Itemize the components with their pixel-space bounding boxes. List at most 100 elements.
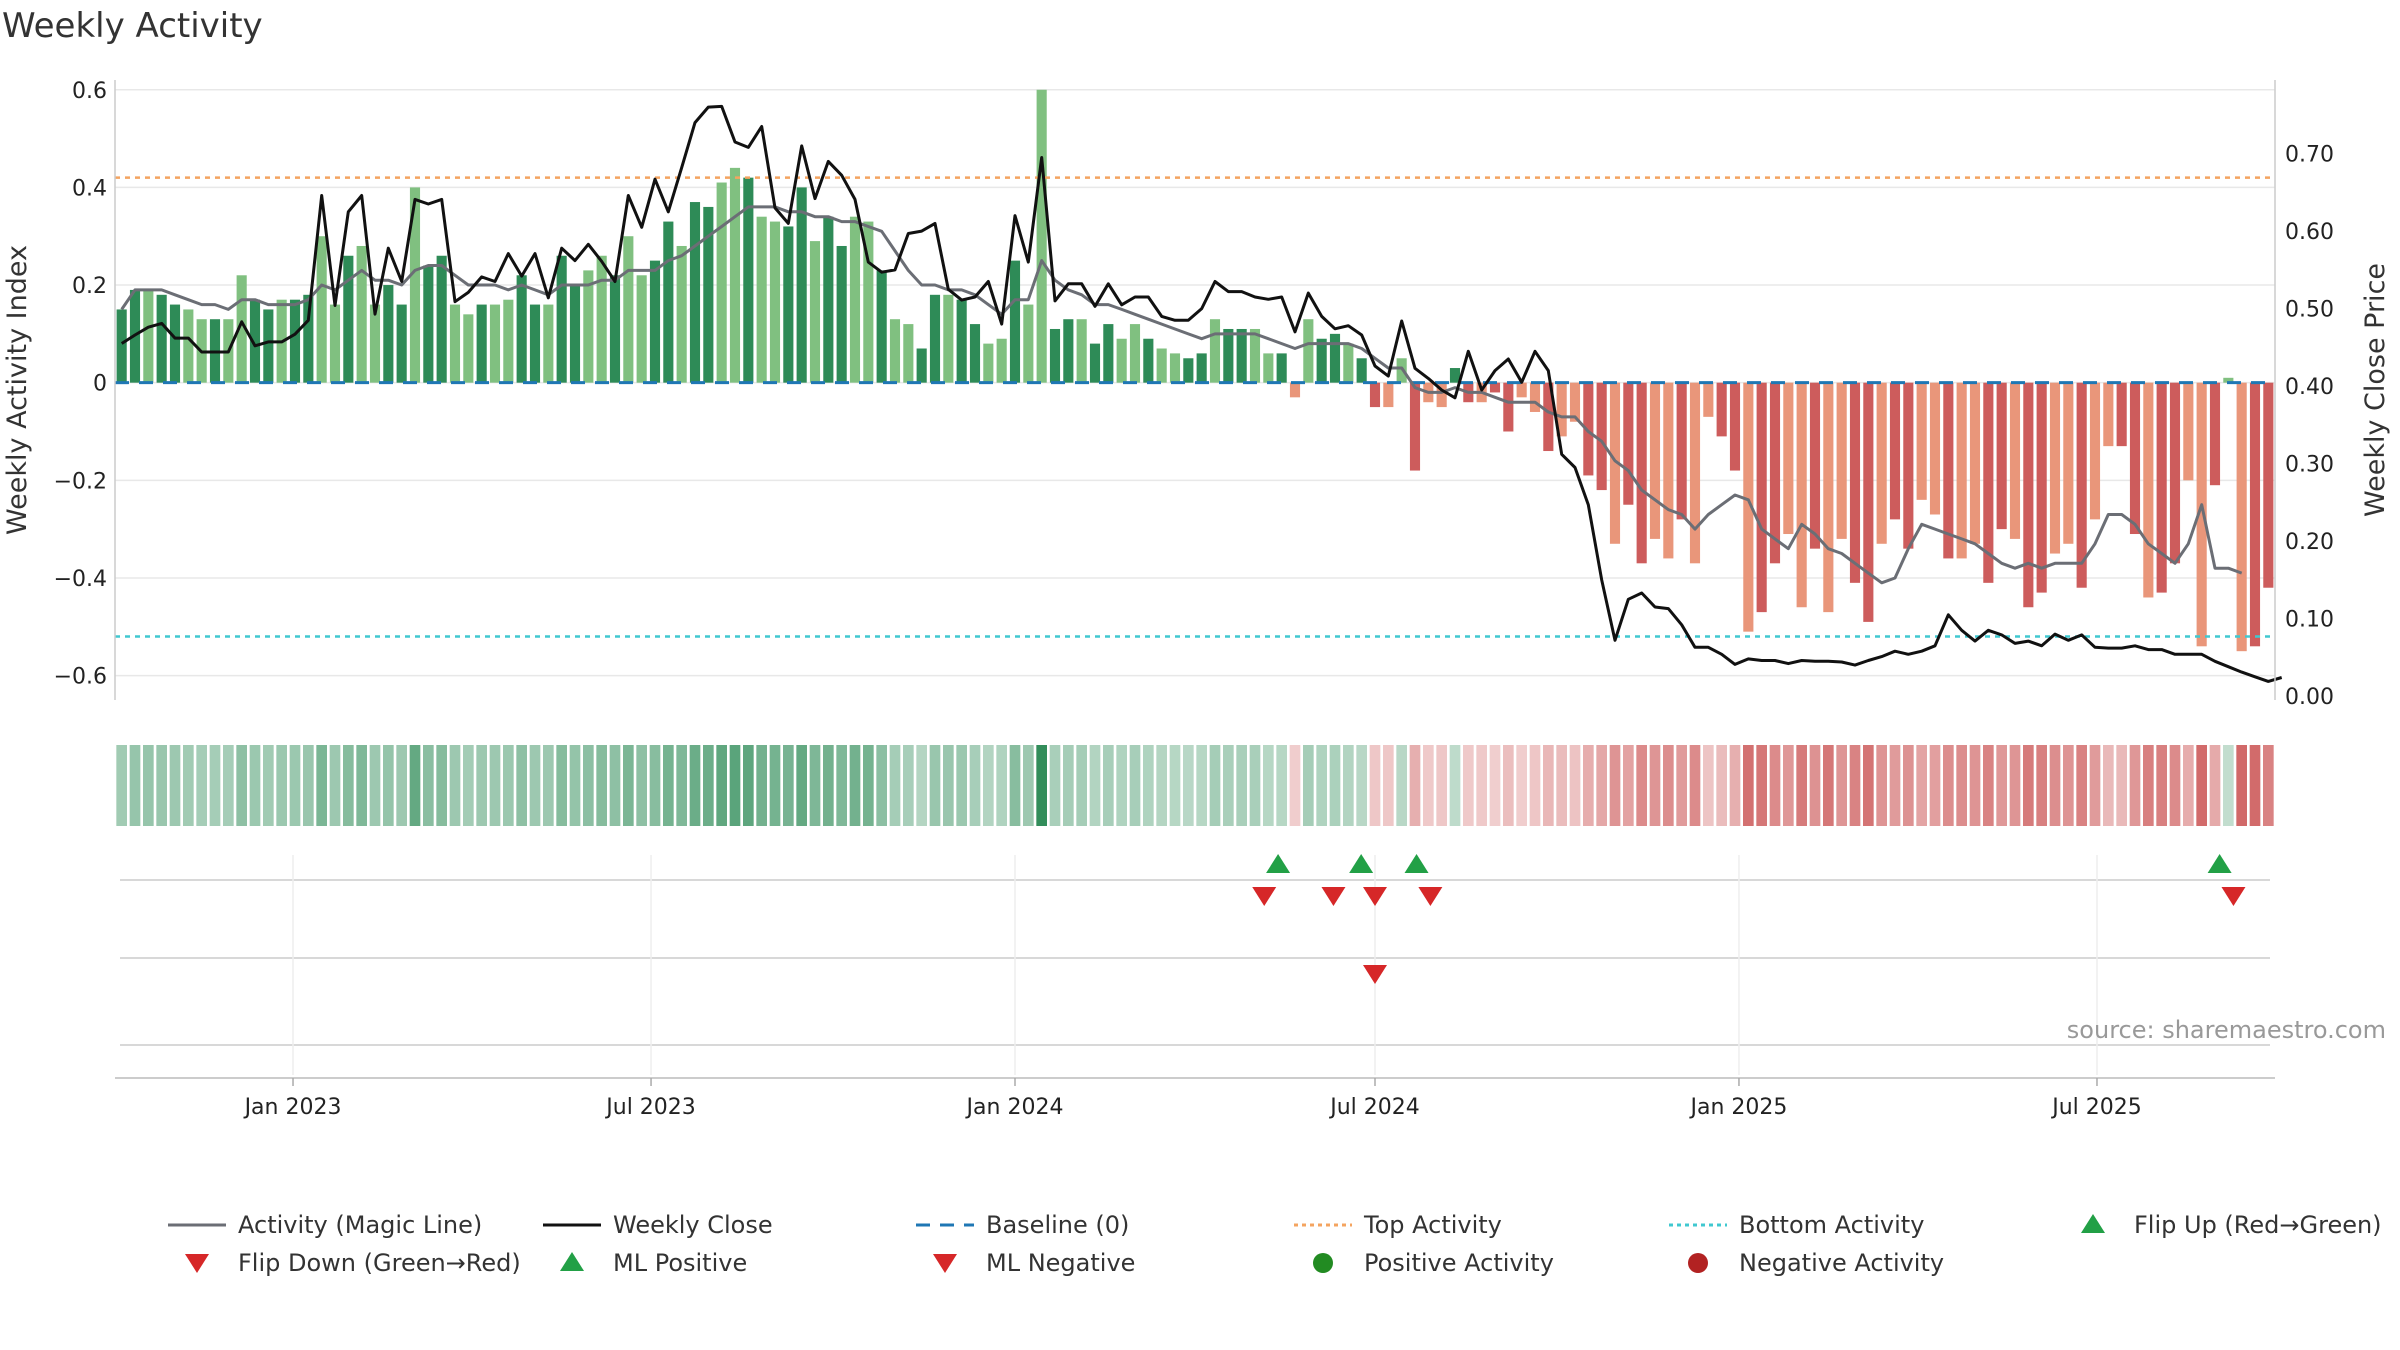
heat-cell (2156, 745, 2167, 826)
heat-cell (183, 745, 194, 826)
activity-bar (1836, 382, 1847, 539)
activity-bar (1369, 382, 1381, 408)
heat-cell (383, 745, 394, 826)
heat-cell (1503, 745, 1514, 826)
heat-cell (143, 745, 154, 826)
legend-swatch (1313, 1253, 1333, 1273)
heat-cell (449, 745, 461, 826)
activity-bar (1703, 382, 1714, 417)
activity-bar (1543, 382, 1554, 452)
activity-bar (929, 294, 941, 383)
heat-cell (1223, 745, 1234, 826)
activity-bar (289, 299, 301, 383)
activity-bar (156, 294, 167, 383)
heat-cell (1103, 745, 1114, 826)
heat-cell (956, 745, 967, 826)
activity-bar (1143, 338, 1154, 383)
legend-label: Bottom Activity (1739, 1211, 1924, 1239)
ml-negative-marker (1363, 965, 1387, 984)
y-tick-label: 0.6 (72, 79, 107, 104)
heat-cell (249, 745, 261, 826)
activity-bar (1449, 368, 1461, 383)
heat-cell (1129, 745, 1141, 826)
heat-cell (1596, 745, 1607, 826)
heat-cell (649, 745, 661, 826)
heat-cell (1969, 745, 1981, 826)
activity-bar (1063, 319, 1074, 383)
activity-bar (1329, 333, 1341, 383)
heat-cell (1436, 745, 1447, 826)
y-tick-label: −0.6 (54, 665, 107, 690)
heat-cell (1463, 745, 1474, 826)
heat-cell (1929, 745, 1941, 826)
activity-bar (916, 348, 927, 383)
activity-bar (1809, 382, 1821, 549)
heat-cell (743, 745, 754, 826)
activity-bar (1569, 382, 1581, 422)
heat-cell (1876, 745, 1887, 826)
heat-cell (2263, 745, 2274, 826)
activity-bar (1929, 382, 1941, 515)
heat-cell (1329, 745, 1341, 826)
heat-cell (2063, 745, 2074, 826)
heat-cell (876, 745, 887, 826)
flip-down-marker (1252, 887, 1277, 906)
heat-cell (2249, 745, 2261, 826)
heat-cell (1449, 745, 1461, 826)
legend-label: Positive Activity (1364, 1249, 1554, 1277)
heat-cell (289, 745, 301, 826)
activity-bar (689, 202, 701, 383)
activity-bar (316, 236, 327, 383)
legend-swatch (560, 1252, 584, 1271)
heat-cell (1476, 745, 1487, 826)
heat-cell (1063, 745, 1074, 826)
activity-bar (583, 270, 594, 383)
activity-bar (2103, 382, 2114, 447)
activity-bar (743, 177, 754, 383)
y2-tick-label: 0.50 (2285, 298, 2334, 323)
legend-swatch (1688, 1253, 1708, 1273)
activity-bar (183, 309, 194, 383)
heat-cell (2129, 745, 2141, 826)
heat-cell (1983, 745, 1994, 826)
activity-bar (2129, 382, 2141, 535)
heat-cell (1796, 745, 1807, 826)
y2-axis-label: Weekly Close Price (2360, 263, 2391, 517)
activity-bar (356, 245, 367, 383)
heat-cell (1636, 745, 1647, 826)
heat-cell (2009, 745, 2021, 826)
activity-bar (1196, 353, 1207, 383)
activity-bar (1729, 382, 1741, 471)
legend-label: Baseline (0) (986, 1211, 1129, 1239)
heat-cell (889, 745, 901, 826)
heat-cell (1489, 745, 1501, 826)
legend-label: Flip Down (Green→Red) (238, 1249, 521, 1277)
activity-bar (476, 304, 487, 383)
activity-bar (1583, 382, 1594, 476)
heat-cell (1956, 745, 1967, 826)
activity-bar (343, 255, 354, 383)
heat-cell (1383, 745, 1394, 826)
heat-cell (1316, 745, 1327, 826)
activity-bar (1169, 353, 1181, 383)
activity-bar (2089, 382, 2101, 520)
flip-up-marker (1266, 854, 1291, 873)
heat-cell (1116, 745, 1127, 826)
activity-bar (1249, 328, 1261, 383)
heat-cell (1209, 745, 1221, 826)
heat-cell (716, 745, 727, 826)
heat-cell (2103, 745, 2114, 826)
heat-cell (1903, 745, 1914, 826)
heat-cell (503, 745, 514, 826)
activity-bar (1023, 304, 1034, 383)
activity-bar (2009, 382, 2021, 539)
activity-bar (849, 216, 861, 383)
heat-cell (1009, 745, 1021, 826)
heat-cell (1516, 745, 1527, 826)
heat-cell (569, 745, 581, 826)
heat-cell (1756, 745, 1767, 826)
activity-bar (1103, 324, 1114, 383)
flip-down-marker (1363, 887, 1387, 906)
activity-bar (1996, 382, 2007, 530)
heat-cell (1049, 745, 1061, 826)
